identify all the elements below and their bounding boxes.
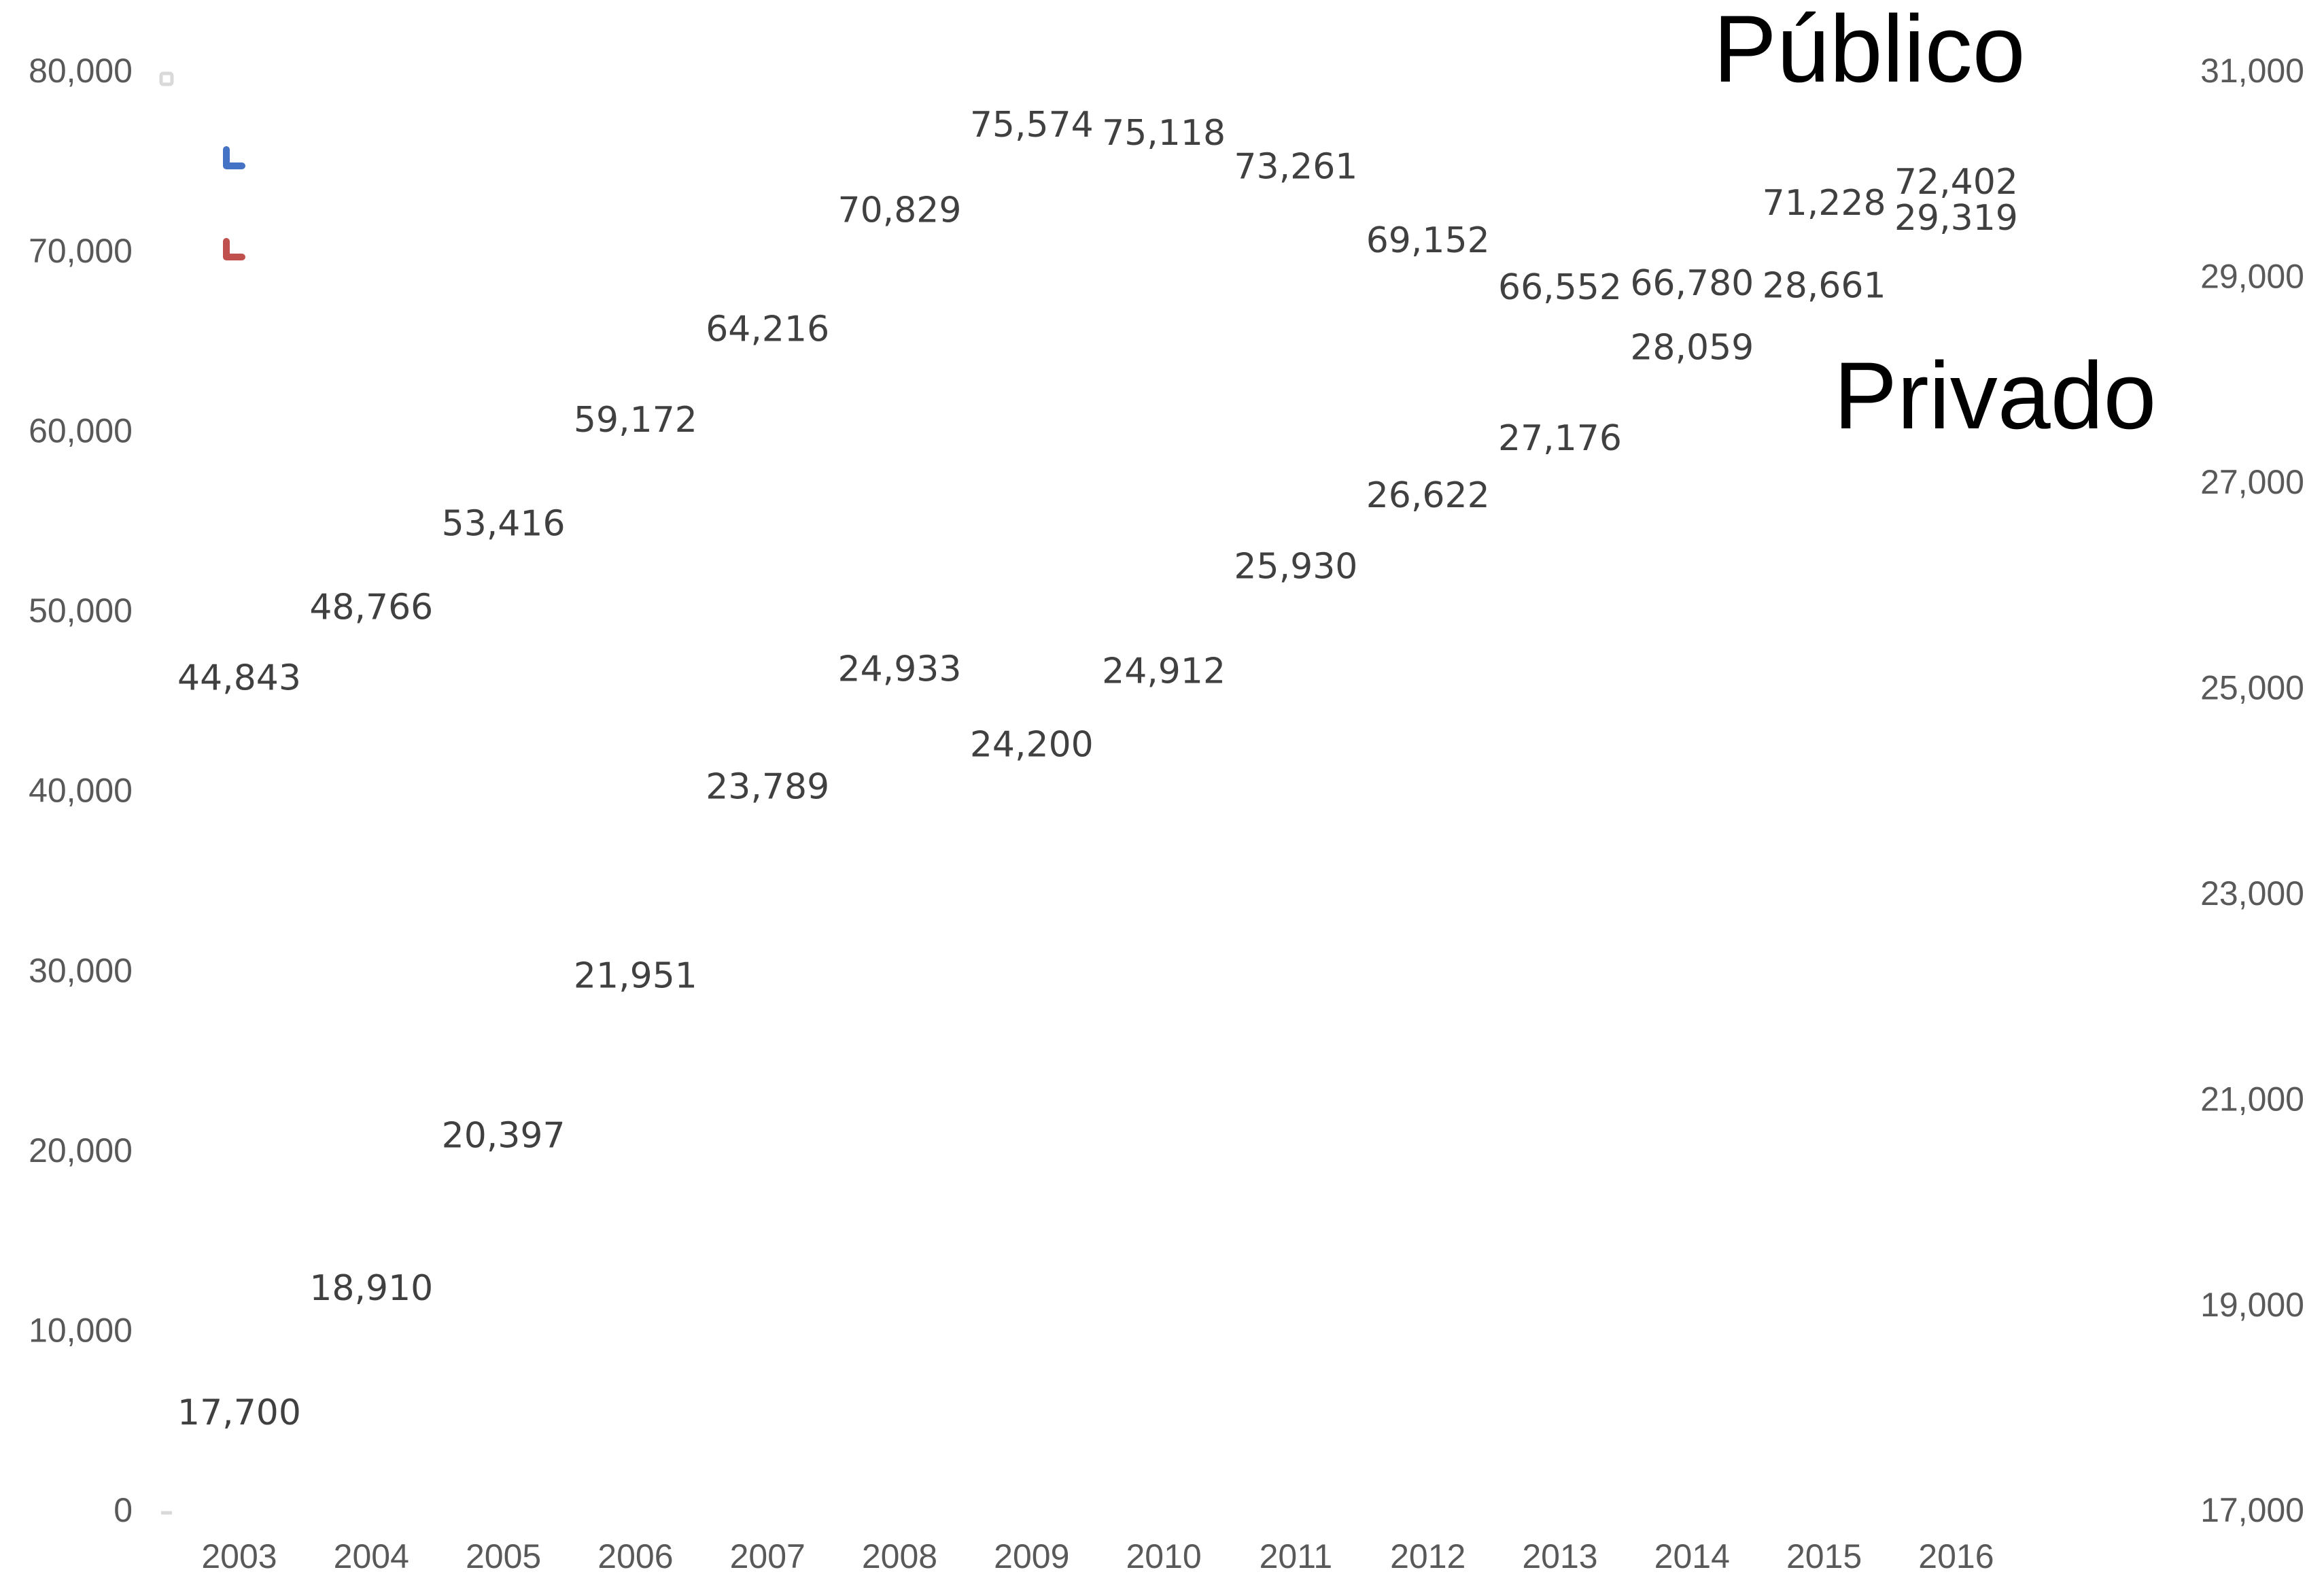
data-label: 20,397 xyxy=(442,1115,566,1156)
data-label: 75,118 xyxy=(1102,113,1226,154)
right-tick-label: 31,000 xyxy=(2200,52,2304,90)
data-label: 27,176 xyxy=(1498,418,1622,459)
annotation-publico: Público xyxy=(1713,0,2025,102)
data-point xyxy=(1424,519,1432,528)
left-tick-label: 70,000 xyxy=(29,232,133,270)
data-label: 73,261 xyxy=(1234,146,1357,187)
data-label: 28,059 xyxy=(1630,328,1754,369)
axis-top-marker xyxy=(159,71,174,86)
left-y-axis: 0 10,000 20,000 30,000 40,000 50,000 60,000 70,… xyxy=(29,52,133,1529)
right-tick-label: 21,000 xyxy=(2200,1080,2304,1118)
data-label: 66,552 xyxy=(1498,267,1622,308)
data-point xyxy=(1952,242,1960,250)
data-point xyxy=(763,810,771,819)
data-point xyxy=(367,1312,375,1320)
x-tick-label: 2004 xyxy=(334,1537,409,1575)
data-label: 17,700 xyxy=(177,1392,301,1433)
series-privado-fragment xyxy=(223,238,245,260)
data-label: 66,780 xyxy=(1630,263,1754,304)
x-tick-label: 2015 xyxy=(1786,1537,1862,1575)
series-line-publico xyxy=(239,153,1956,706)
data-label: 53,416 xyxy=(442,503,566,544)
data-point xyxy=(631,444,640,452)
data-point xyxy=(1028,768,1036,776)
data-label: 64,216 xyxy=(706,309,829,350)
data-point xyxy=(1291,190,1300,199)
data-label: 26,622 xyxy=(1366,475,1490,516)
left-tick-label: 20,000 xyxy=(29,1131,133,1169)
data-label: 28,661 xyxy=(1763,266,1886,307)
x-tick-label: 2011 xyxy=(1260,1537,1333,1575)
data-point xyxy=(1556,311,1564,320)
data-point xyxy=(235,1437,243,1445)
right-tick-label: 17,000 xyxy=(2200,1491,2304,1529)
data-point xyxy=(1160,696,1168,704)
series-publico-fragment xyxy=(223,146,245,169)
data-point xyxy=(500,547,508,556)
data-point xyxy=(1028,149,1036,157)
right-tick-label: 27,000 xyxy=(2200,463,2304,501)
left-tick-label: 50,000 xyxy=(29,592,133,630)
data-point xyxy=(1688,307,1696,315)
data-point xyxy=(896,693,904,701)
x-tick-label: 2013 xyxy=(1522,1537,1597,1575)
data-point xyxy=(1160,157,1168,165)
left-tick-label: 10,000 xyxy=(29,1312,133,1350)
data-point xyxy=(1556,462,1564,471)
data-label: 72,402 xyxy=(1894,162,2018,203)
data-label: 23,789 xyxy=(706,766,829,807)
data-point xyxy=(367,632,375,640)
x-tick-label: 2009 xyxy=(994,1537,1069,1575)
data-label: 48,766 xyxy=(309,587,433,628)
left-tick-label: 0 xyxy=(114,1491,133,1529)
data-label: 59,172 xyxy=(574,400,697,441)
left-tick-label: 30,000 xyxy=(29,951,133,989)
x-tick-label: 2005 xyxy=(466,1537,541,1575)
data-label: 25,930 xyxy=(1234,547,1357,587)
series-line-privado xyxy=(239,246,1956,1441)
data-point xyxy=(500,1159,508,1167)
data-label: 18,910 xyxy=(309,1268,433,1309)
data-label: 44,843 xyxy=(177,657,301,698)
data-label: 71,228 xyxy=(1763,183,1886,224)
right-tick-label: 25,000 xyxy=(2200,668,2304,706)
data-point xyxy=(235,702,243,710)
data-point xyxy=(896,235,904,243)
right-y-axis: 17,000 19,000 21,000 23,000 25,000 27,000 29,0… xyxy=(2200,52,2304,1529)
right-tick-label: 29,000 xyxy=(2200,258,2304,296)
data-point xyxy=(1424,264,1432,273)
data-label: 69,152 xyxy=(1366,220,1490,261)
x-tick-label: 2007 xyxy=(730,1537,805,1575)
x-tick-label: 2010 xyxy=(1126,1537,1201,1575)
x-axis: 2003 2004 2005 2006 2007 2008 2009 2010 2011 2012… xyxy=(201,1537,1994,1575)
left-tick-label: 40,000 xyxy=(29,772,133,810)
left-tick-label: 80,000 xyxy=(29,52,133,90)
data-point xyxy=(1688,372,1696,380)
x-tick-label: 2012 xyxy=(1390,1537,1465,1575)
data-point xyxy=(631,999,640,1008)
data-point xyxy=(1820,310,1828,318)
data-point xyxy=(1820,227,1828,235)
data-point xyxy=(763,354,771,362)
data-label: 75,574 xyxy=(970,105,1094,146)
data-label: 21,951 xyxy=(574,955,697,996)
x-tick-label: 2003 xyxy=(201,1537,277,1575)
x-tick-label: 2006 xyxy=(597,1537,673,1575)
x-tick-label: 2008 xyxy=(862,1537,937,1575)
data-point xyxy=(1291,591,1300,599)
data-label: 24,933 xyxy=(838,649,962,689)
left-tick-label: 60,000 xyxy=(29,411,133,449)
data-label: 24,912 xyxy=(1102,651,1226,692)
data-label: 29,319 xyxy=(1894,198,2018,239)
data-label: 70,829 xyxy=(838,190,962,231)
x-tick-label: 2016 xyxy=(1918,1537,1994,1575)
right-tick-label: 19,000 xyxy=(2200,1286,2304,1324)
right-tick-label: 23,000 xyxy=(2200,874,2304,912)
data-label: 24,200 xyxy=(970,724,1094,765)
annotation-privado: Privado xyxy=(1834,342,2157,449)
x-tick-label: 2014 xyxy=(1654,1537,1730,1575)
